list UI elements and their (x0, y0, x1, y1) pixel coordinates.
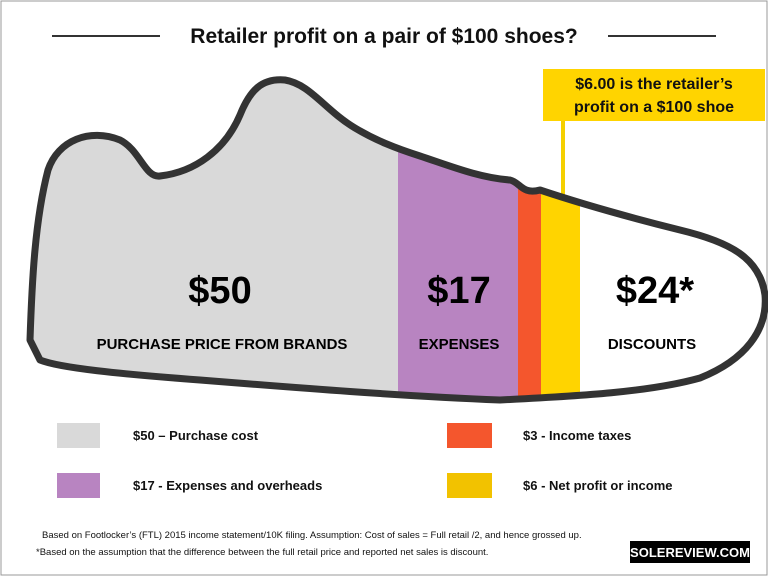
callout-text: $6.00 is the retailer’s (575, 76, 733, 93)
segment-label: PURCHASE PRICE FROM BRANDS (97, 336, 348, 353)
brand-box (630, 541, 750, 563)
title: Retailer profit on a pair of $100 shoes? (190, 25, 577, 48)
legend-swatch (57, 423, 100, 448)
segment-label: DISCOUNTS (608, 336, 696, 353)
segment-amount: $50 (188, 270, 251, 312)
footnote: *Based on the assumption that the differ… (36, 547, 488, 558)
legend-swatch (57, 473, 100, 498)
legend-swatch (447, 473, 492, 498)
callout-text: profit on a $100 shoe (574, 99, 734, 116)
legend-label: $3 - Income taxes (523, 428, 631, 443)
brand: SOLEREVIEW.COM (630, 545, 750, 560)
footnote: Based on Footlocker’s (FTL) 2015 income … (42, 530, 582, 541)
legend-label: $17 - Expenses and overheads (133, 478, 322, 493)
legend-swatch (447, 423, 492, 448)
segment-amount: $17 (427, 270, 490, 312)
legend-label: $50 – Purchase cost (133, 428, 259, 443)
segment-label: EXPENSES (419, 336, 500, 353)
segment-amount: $24* (616, 270, 694, 312)
callout-box (543, 69, 765, 121)
legend-label: $6 - Net profit or income (523, 478, 673, 493)
shoe-outline (26, 76, 768, 404)
